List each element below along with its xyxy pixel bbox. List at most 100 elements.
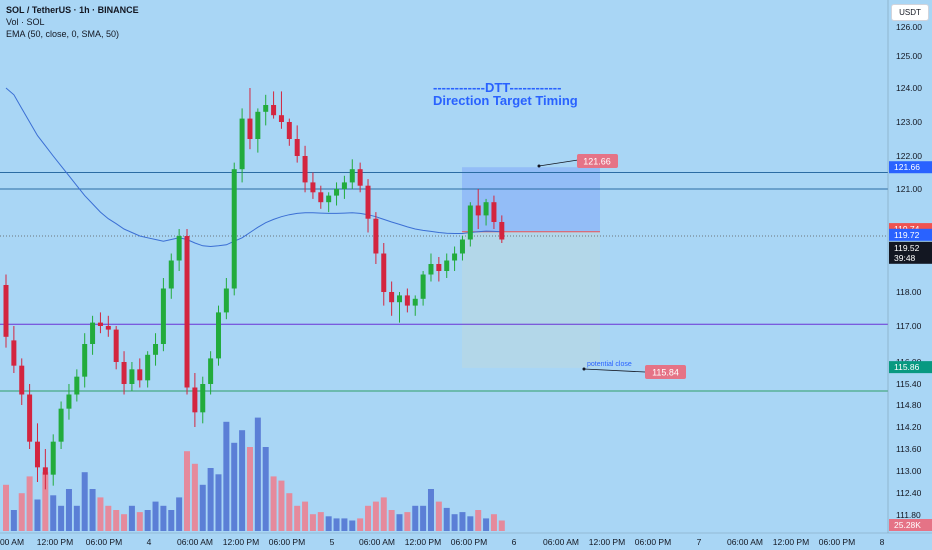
candle[interactable] (215, 305, 221, 366)
candle[interactable] (412, 295, 418, 316)
candle[interactable] (341, 175, 347, 199)
candle[interactable] (475, 189, 481, 229)
candle[interactable] (483, 198, 489, 226)
ema-path[interactable] (5, 87, 502, 248)
candle[interactable] (278, 91, 284, 129)
stop-zone[interactable] (462, 231, 600, 368)
candle[interactable] (208, 351, 214, 395)
candle[interactable] (452, 246, 458, 272)
candle[interactable] (145, 351, 151, 388)
price-tick-label: 118.00 (896, 287, 922, 297)
candle-body (491, 202, 497, 222)
candle[interactable] (467, 202, 473, 247)
candle[interactable] (11, 326, 17, 373)
candle[interactable] (58, 401, 64, 450)
candle[interactable] (389, 281, 395, 316)
candle[interactable] (334, 182, 340, 206)
volume-indicator-label[interactable]: Vol · SOL (6, 17, 45, 27)
candle[interactable] (82, 333, 88, 388)
candle[interactable] (27, 384, 33, 449)
candle[interactable] (373, 212, 379, 264)
candle[interactable] (247, 88, 253, 150)
candle[interactable] (436, 257, 442, 282)
target-callout[interactable] (577, 154, 618, 168)
candle[interactable] (294, 125, 300, 163)
candle[interactable] (34, 423, 40, 482)
candle[interactable] (381, 243, 387, 306)
candle[interactable] (286, 118, 292, 146)
volume-bar (294, 505, 301, 531)
candle[interactable] (121, 351, 127, 395)
volume-bar (128, 505, 135, 531)
candle[interactable] (239, 108, 245, 183)
candle-body (42, 467, 48, 475)
candle-body (90, 322, 96, 344)
candle-body (145, 354, 151, 381)
candle[interactable] (318, 185, 324, 209)
candle[interactable] (105, 315, 111, 337)
price-tick-label: 125.00 (896, 51, 922, 61)
candle[interactable] (97, 312, 103, 334)
ema-indicator-label[interactable]: EMA (50, close, 0, SMA, 50) (6, 29, 120, 39)
volume-bar (34, 499, 41, 531)
volume-bar (309, 514, 316, 531)
candle[interactable] (263, 94, 269, 126)
candle[interactable] (231, 162, 237, 296)
candle[interactable] (66, 384, 72, 420)
volume-bar (380, 497, 387, 531)
price-badge[interactable] (889, 228, 932, 241)
volume-bar (215, 474, 222, 531)
candle[interactable] (310, 172, 316, 199)
candle[interactable] (444, 253, 450, 279)
price-tick-label: 111.80 (896, 510, 921, 520)
candle[interactable] (137, 358, 143, 388)
time-axis[interactable]: 00 AM 12:00 PM 06:00 PM 4 06:00 AM 12:00 PM 06… (0, 532, 932, 547)
price-tick-label: 121.00 (896, 184, 922, 194)
volume-bar (302, 501, 309, 531)
candle[interactable] (459, 236, 465, 261)
candle[interactable] (255, 108, 261, 153)
candle[interactable] (42, 449, 48, 490)
candle[interactable] (3, 274, 9, 348)
candle[interactable] (420, 271, 426, 306)
time-tick-label: 6 (512, 537, 517, 547)
symbol-title[interactable]: SOL / TetherUS · 1h · BINANCE (6, 5, 139, 15)
candle[interactable] (499, 215, 505, 243)
candle[interactable] (19, 358, 25, 405)
candle[interactable] (129, 362, 135, 391)
candle[interactable] (74, 369, 80, 402)
volume-badge[interactable] (889, 519, 932, 531)
candle-body (34, 441, 40, 468)
candle[interactable] (428, 253, 434, 282)
price-axis[interactable]: 126.00 125.00 124.00 123.00 122.00 121.00 119.… (887, 0, 932, 533)
candle-body (176, 236, 182, 261)
candle[interactable] (365, 179, 371, 233)
candle[interactable] (302, 145, 308, 193)
candle[interactable] (90, 315, 96, 355)
candle[interactable] (223, 278, 229, 320)
candle[interactable] (160, 278, 166, 352)
volume-bar (372, 501, 379, 531)
candle[interactable] (326, 192, 332, 213)
candle[interactable] (357, 162, 363, 193)
candle[interactable] (153, 333, 159, 366)
price-badge[interactable] (889, 241, 932, 264)
candle[interactable] (184, 229, 190, 395)
currency-button[interactable]: USDT (891, 4, 929, 21)
candle[interactable] (200, 376, 206, 424)
candle[interactable] (176, 229, 182, 271)
candle[interactable] (168, 253, 174, 299)
price-badge[interactable] (889, 361, 932, 374)
candle[interactable] (404, 288, 410, 313)
candle[interactable] (271, 91, 277, 119)
candle[interactable] (491, 195, 497, 229)
candle[interactable] (349, 159, 355, 189)
stop-callout[interactable] (645, 365, 686, 379)
candle[interactable] (192, 373, 198, 427)
candle[interactable] (50, 434, 56, 486)
candle[interactable] (113, 326, 119, 370)
candle[interactable] (397, 292, 402, 323)
target-zone[interactable] (462, 167, 600, 232)
price-badge[interactable] (889, 161, 932, 174)
